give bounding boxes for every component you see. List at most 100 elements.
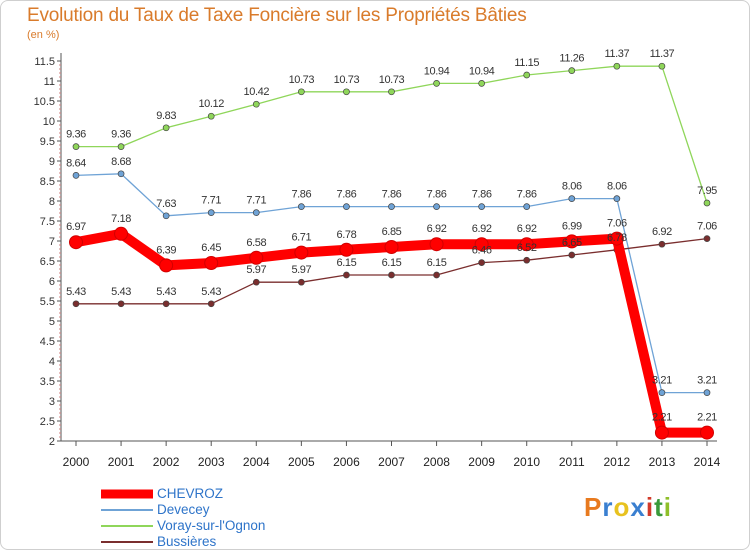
data-label: 6.58 (246, 237, 266, 249)
data-label: 6.97 (66, 221, 86, 233)
data-point (162, 124, 170, 132)
data-point (252, 100, 260, 108)
y-tick-label: 11.5 (34, 56, 55, 68)
legend-label: Devecey (157, 502, 210, 517)
data-point (429, 237, 444, 252)
data-label: 7.86 (472, 189, 492, 201)
logo-letter: x (630, 492, 646, 522)
data-point (72, 300, 80, 308)
proxiti-logo: Proxiti (584, 492, 672, 523)
logo-letter: i (663, 492, 672, 522)
data-label: 11.26 (559, 53, 584, 65)
y-tick-label: 7.5 (40, 216, 55, 228)
y-tick-label: 5.5 (40, 296, 55, 308)
data-label: 9.36 (111, 129, 131, 141)
legend-label: Bussières (157, 534, 217, 549)
data-label: 6.71 (291, 232, 311, 244)
data-label: 7.71 (246, 195, 266, 207)
data-point (703, 389, 711, 396)
data-label: 8.06 (562, 181, 582, 193)
data-point (343, 271, 350, 279)
data-point (159, 258, 174, 273)
data-label: 11.37 (650, 48, 675, 60)
y-tick-label: 6.5 (40, 256, 55, 268)
y-tick-label: 9.5 (40, 136, 55, 148)
data-label: 6.78 (337, 229, 357, 241)
data-label: 6.92 (472, 223, 492, 235)
y-tick-label: 2 (49, 436, 55, 448)
data-point (654, 425, 669, 440)
data-label: 6.46 (472, 245, 492, 257)
data-label: 3.21 (652, 375, 672, 387)
data-point (72, 172, 80, 179)
data-point (204, 256, 219, 270)
logo-letter: i (645, 492, 655, 522)
data-label: 7.86 (382, 189, 402, 201)
legend-swatch (101, 525, 153, 527)
data-point (564, 234, 579, 249)
y-tick-label: 10.5 (34, 96, 55, 108)
data-label: 5.43 (66, 286, 86, 298)
data-label: 6.85 (382, 226, 402, 238)
data-label: 8.64 (66, 157, 86, 169)
data-point (433, 203, 440, 210)
data-label: 7.86 (291, 189, 311, 201)
y-tick-label: 2.5 (40, 416, 55, 428)
data-point (478, 203, 485, 210)
data-point (298, 203, 305, 210)
data-point (568, 251, 576, 259)
data-point (384, 240, 399, 254)
legend-label: CHEVROZ (157, 486, 224, 501)
data-label: 6.65 (562, 237, 582, 249)
data-point (298, 88, 305, 96)
data-label: 2.21 (652, 412, 672, 424)
data-point (252, 209, 260, 216)
data-label: 6.78 (607, 232, 627, 244)
data-point (298, 278, 305, 286)
legend-item: Devecey (101, 502, 401, 518)
data-point (478, 80, 485, 87)
legend-swatch (101, 489, 153, 499)
data-label: 10.12 (198, 98, 224, 110)
data-point (388, 271, 395, 279)
data-label: 6.99 (562, 220, 582, 232)
data-point (609, 231, 624, 246)
data-point (568, 67, 576, 74)
data-label: 9.83 (156, 110, 176, 122)
legend-item: Voray-sur-l'Ognon (101, 518, 401, 534)
x-tick-label: 2009 (468, 455, 495, 469)
y-axis-unit-label: (en %) (27, 29, 60, 41)
x-tick-label: 2013 (649, 455, 676, 469)
y-tick-label: 4 (49, 356, 55, 368)
x-tick-label: 2004 (243, 455, 270, 469)
data-point (523, 203, 531, 210)
data-label: 7.06 (697, 221, 717, 233)
logo-letter: P (584, 492, 603, 522)
data-label: 6.15 (382, 257, 402, 269)
data-point (252, 278, 260, 286)
data-label: 5.97 (291, 264, 311, 276)
y-tick-label: 6 (49, 276, 55, 288)
data-label: 5.43 (111, 286, 131, 298)
series-lines (69, 62, 714, 440)
data-point (207, 112, 215, 120)
data-label: 6.92 (517, 223, 537, 235)
data-label: 11.37 (604, 48, 629, 60)
data-point (114, 226, 129, 241)
data-label: 7.63 (156, 198, 176, 210)
data-label: 5.43 (156, 286, 176, 298)
data-point (72, 143, 80, 150)
data-point (343, 88, 350, 96)
data-label: 8.06 (607, 181, 627, 193)
data-point (388, 203, 395, 210)
data-label: 8.68 (111, 156, 131, 168)
data-point (343, 203, 350, 210)
data-point (433, 80, 440, 87)
data-label: 10.94 (469, 65, 495, 77)
y-tick-label: 5 (49, 316, 55, 328)
chart-title: Evolution du Taux de Taxe Foncière sur l… (27, 5, 527, 26)
data-point (249, 250, 264, 265)
data-label: 10.42 (244, 86, 270, 98)
data-label: 6.15 (337, 257, 357, 269)
